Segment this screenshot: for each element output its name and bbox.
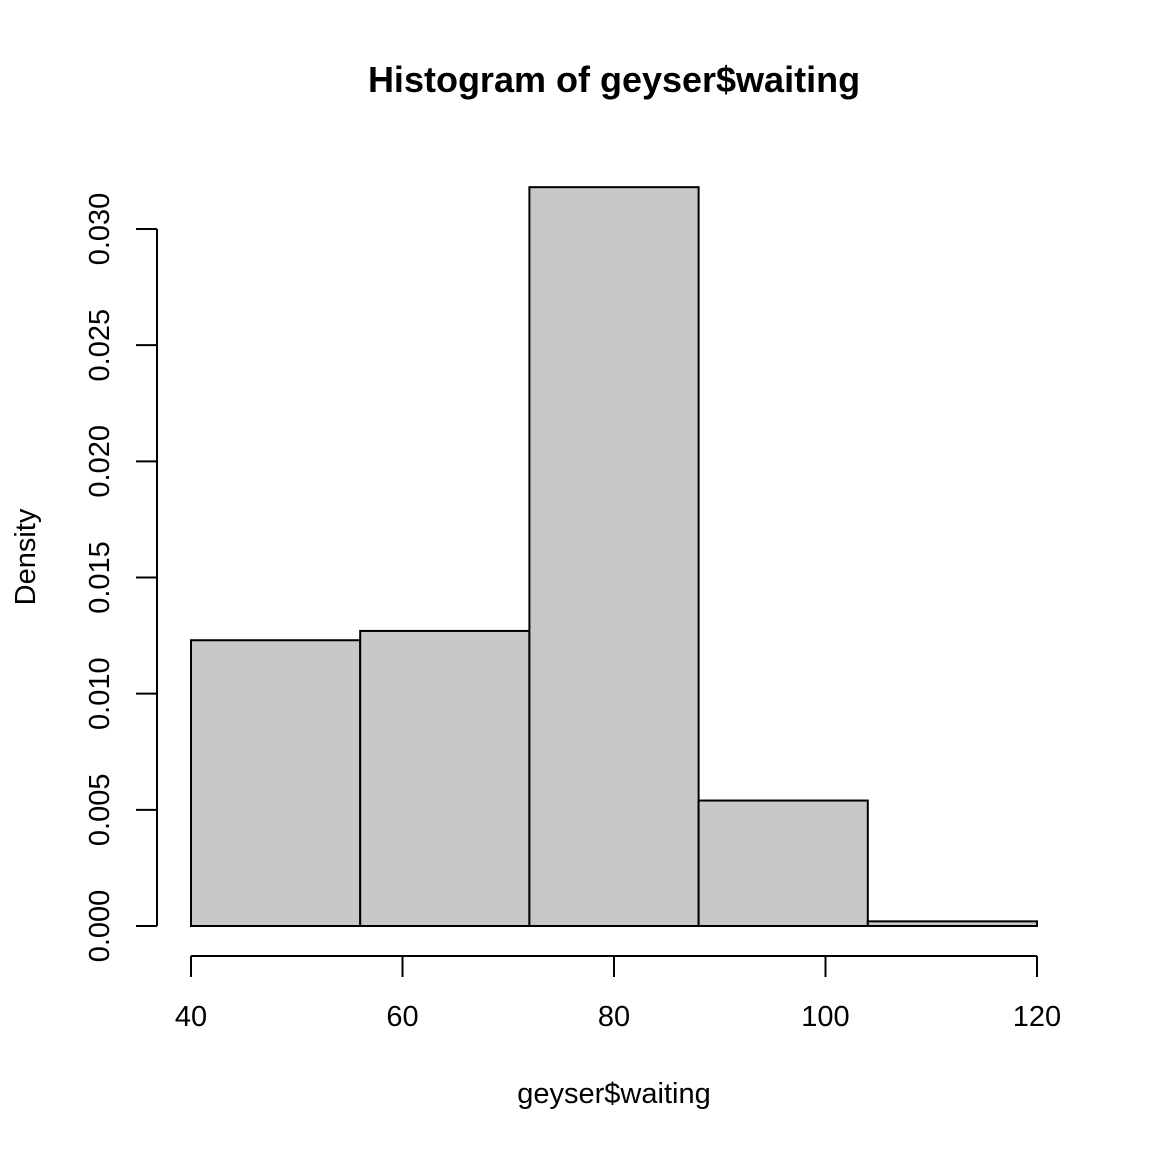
bars-group — [190, 186, 1038, 927]
x-axis-label: geyser$waiting — [517, 1078, 710, 1110]
chart-title: Histogram of geyser$waiting — [368, 59, 860, 100]
y-tick-label: 0.030 — [84, 193, 116, 266]
y-tick-label: 0.015 — [84, 541, 116, 614]
x-tick-label: 40 — [175, 1001, 207, 1033]
histogram-bar-2 — [528, 186, 700, 927]
x-tick-label: 80 — [598, 1001, 630, 1033]
y-tick-label: 0.005 — [84, 774, 116, 847]
histogram-bar-4 — [866, 920, 1038, 927]
y-tick-label: 0.010 — [84, 657, 116, 730]
histogram-bar-1 — [359, 629, 531, 927]
histogram-bar-3 — [697, 799, 869, 927]
x-tick-label: 100 — [801, 1001, 849, 1033]
x-axis: 40 60 80 100 120 — [175, 955, 1061, 1033]
x-tick-label: 60 — [386, 1001, 418, 1033]
y-tick-label: 0.020 — [84, 425, 116, 498]
x-tick-label: 120 — [1013, 1001, 1061, 1033]
histogram-bar-0 — [190, 639, 362, 927]
y-axis: 0.000 0.005 0.010 0.015 0.020 0.025 0.030 — [84, 193, 158, 963]
y-tick-label: 0.025 — [84, 309, 116, 382]
y-tick-label: 0.000 — [84, 890, 116, 963]
y-axis-label: Density — [10, 508, 42, 605]
